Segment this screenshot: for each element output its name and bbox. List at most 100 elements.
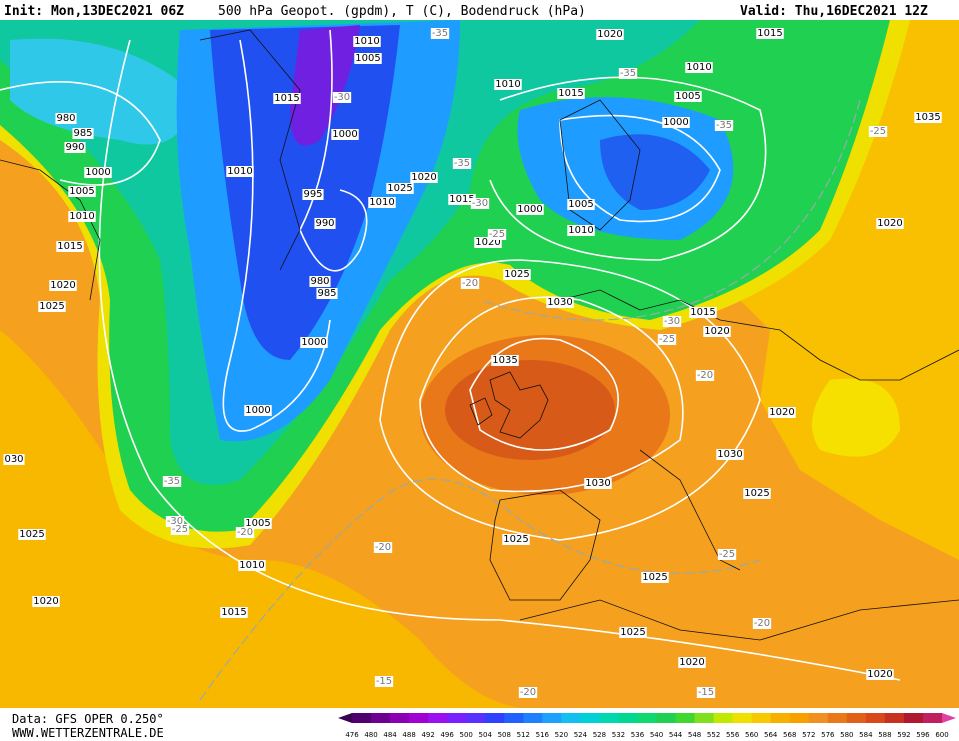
scale-cell [352, 713, 372, 723]
scale-label: 520 [555, 731, 568, 739]
scale-label: 544 [669, 731, 683, 739]
valid-time: Valid: Thu,16DEC2021 12Z [740, 4, 928, 19]
pressure-label-box [876, 218, 904, 229]
scale-label: 568 [783, 731, 796, 739]
temperature-label-box [518, 687, 538, 698]
pressure-label: 1020 [411, 172, 436, 183]
scale-label: 504 [479, 731, 493, 739]
scale-cell [409, 713, 429, 723]
scale-label: 508 [498, 731, 511, 739]
pressure-label: 1000 [663, 117, 688, 128]
pressure-label-box [567, 225, 595, 236]
pressure-label-box [703, 326, 731, 337]
pressure-label-box [557, 88, 585, 99]
isotherm [479, 99, 861, 321]
isobar [379, 259, 761, 541]
pressure-label: 990 [315, 218, 334, 229]
scale-cell [922, 713, 943, 723]
pressure-label-box [300, 337, 328, 348]
pressure-label: 1025 [503, 534, 528, 545]
pressure-label-box [619, 627, 647, 638]
coastline [519, 599, 959, 641]
scale-cell [656, 713, 677, 723]
temperature-label-box [696, 687, 716, 698]
scale-cell [561, 713, 581, 723]
isobar [419, 296, 684, 493]
coastline [639, 449, 741, 571]
pressure-label: 1010 [686, 62, 711, 73]
init-time: Init: Mon,13DEC2021 06Z [4, 4, 184, 19]
pressure-label: 1000 [332, 129, 357, 140]
temperature-label-box [695, 370, 715, 381]
scale-cell [694, 713, 715, 723]
scale-label: 484 [383, 731, 397, 739]
pressure-label-box [674, 91, 702, 102]
pressure-label: 1000 [301, 337, 326, 348]
pressure-label-box [18, 529, 46, 540]
temperature-label-box [165, 516, 185, 527]
temperature-label: -20 [754, 618, 770, 629]
pressure-label: 1025 [504, 269, 529, 280]
temperature-label-box [430, 28, 450, 39]
pressure-label-box [743, 488, 771, 499]
pressure-label: 1020 [475, 237, 500, 248]
temperature-label-box [170, 524, 190, 535]
field-high-inner [445, 360, 615, 460]
scale-label: 576 [821, 731, 835, 739]
scale-label: 488 [402, 731, 415, 739]
temperature-label-box [868, 126, 888, 137]
pressure-label: 1015 [221, 607, 246, 618]
pressure-label: 1005 [675, 91, 700, 102]
coastline [469, 397, 493, 426]
scale-cell [466, 713, 486, 723]
pressure-label: 980 [310, 276, 329, 287]
pressure-label: 1015 [690, 307, 715, 318]
pressure-label: 1020 [679, 657, 704, 668]
pressure-label-box [716, 449, 744, 460]
scale-label: 528 [593, 731, 606, 739]
field-warm-west [0, 330, 520, 708]
scale-label: 512 [517, 731, 530, 739]
pressure-label-box [678, 657, 706, 668]
pressure-label: 1030 [547, 297, 572, 308]
scale-cell [523, 713, 543, 723]
scale-label: 580 [840, 731, 853, 739]
pressure-label: 1030 [585, 478, 610, 489]
temperature-label: -35 [716, 120, 732, 131]
pressure-label: 980 [56, 113, 75, 124]
pressure-label-box [491, 355, 519, 366]
scale-label: 532 [612, 731, 625, 739]
pressure-label-box [866, 669, 894, 680]
temperature-label: -30 [167, 516, 183, 527]
pressure-label: 985 [73, 128, 92, 139]
temperature-label-box [470, 198, 490, 209]
temperature-label-box [717, 549, 737, 560]
pressure-label-box [503, 269, 531, 280]
scale-cell [884, 713, 905, 723]
temperature-label: -35 [454, 158, 470, 169]
pressure-label: 1005 [69, 186, 94, 197]
temperature-label-box [235, 527, 255, 538]
pressure-label: 1020 [597, 29, 622, 40]
temperature-label: -20 [462, 278, 478, 289]
pressure-label-box [368, 197, 396, 208]
temperature-label: -35 [620, 68, 636, 79]
pressure-label: 1010 [495, 79, 520, 90]
scale-label: 600 [935, 731, 948, 739]
coastline [489, 371, 549, 439]
pressure-label-box [756, 28, 784, 39]
pressure-label: 1010 [227, 166, 252, 177]
scale-label: 584 [859, 731, 873, 739]
temperature-label-box [452, 158, 472, 169]
map-labels: 1010100510151000101099599098098510001000… [3, 28, 942, 698]
pressure-label: 1010 [369, 197, 394, 208]
pressure-label-box [49, 280, 77, 291]
pressure-label: 030 [4, 454, 23, 465]
pressure-label: 1020 [769, 407, 794, 418]
temperature-label: -25 [489, 229, 505, 240]
header-bar [0, 0, 959, 20]
scale-label: 500 [460, 731, 473, 739]
pressure-label-box [238, 560, 266, 571]
color-scale: 476 480 484 488 492 496 500 504 508 512 516 520 524 5… [338, 713, 956, 739]
field-purple [290, 25, 360, 146]
